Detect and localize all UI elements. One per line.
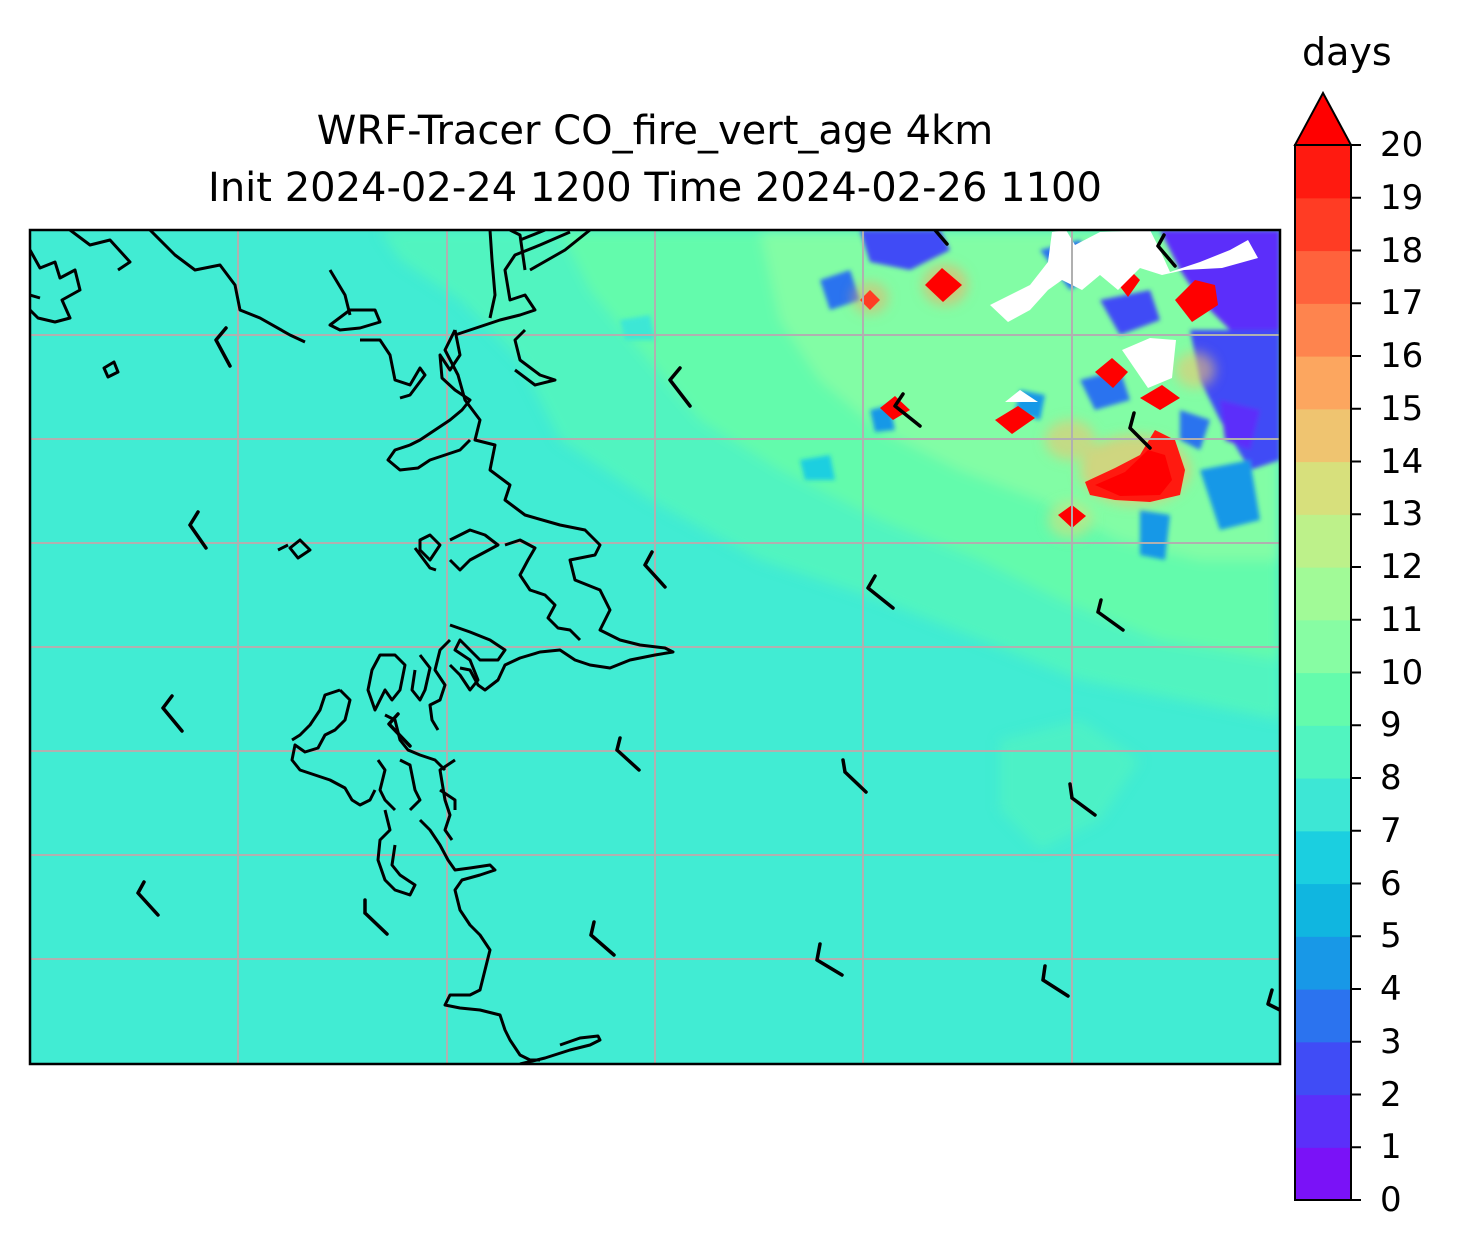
colorbar-tick-label: 19: [1380, 177, 1424, 218]
colorbar-tick-label: 10: [1380, 652, 1424, 693]
colorbar-tick-label: 17: [1380, 283, 1424, 324]
colorbar-segment: [1295, 303, 1351, 357]
colorbar-segment: [1295, 408, 1351, 463]
map-frame: [28, 228, 1282, 1066]
colorbar-tick-label: 15: [1380, 388, 1424, 429]
colorbar-segment: [1295, 567, 1351, 621]
colorbar-segment: [1295, 619, 1351, 674]
colorbar-segment: [1295, 250, 1351, 304]
age-field-missing: [990, 230, 1258, 402]
colorbar: [1293, 90, 1361, 1201]
colorbar-segment: [1295, 1041, 1351, 1096]
colorbar-segment: [1295, 197, 1351, 252]
colorbar-tick-label: 12: [1380, 547, 1424, 587]
colorbar-segment: [1295, 778, 1351, 832]
colorbar-segment: [1295, 145, 1351, 199]
wind-barbs: [136, 230, 1280, 1012]
map-title-line1: WRF-Tracer CO_fire_vert_age 4km: [316, 108, 994, 154]
colorbar-tick-label: 2: [1380, 1074, 1402, 1115]
map-title-line2: Init 2024-02-24 1200 Time 2024-02-26 110…: [208, 165, 1102, 211]
map-panel: [30, 230, 1280, 1064]
colorbar-segment: [1295, 514, 1351, 568]
colorbar-extend-arrow: [1293, 90, 1353, 146]
colorbar-tick-label: 1: [1380, 1127, 1402, 1168]
colorbar-tick-label: 8: [1380, 758, 1402, 798]
colorbar-tick-label: 9: [1380, 705, 1402, 746]
coastlines: [30, 230, 675, 1064]
colorbar-segment: [1295, 461, 1351, 515]
colorbar-tick-label: 16: [1380, 336, 1424, 376]
colorbar-segment: [1295, 936, 1351, 990]
colorbar-segment: [1295, 989, 1351, 1043]
map-gridlines: [30, 230, 1280, 1064]
colorbar-segment: [1295, 1094, 1351, 1148]
colorbar-tick-label: 7: [1380, 810, 1402, 851]
colorbar-tick-label: 20: [1380, 125, 1424, 165]
colorbar-segment: [1295, 356, 1351, 410]
colorbar-tick-label: 18: [1380, 230, 1424, 271]
colorbar-segment: [1295, 672, 1351, 726]
colorbar-tick-label: 0: [1380, 1180, 1402, 1220]
colorbar-tick-label: 11: [1380, 599, 1424, 640]
colorbar-unit-label: days: [1302, 30, 1392, 74]
colorbar-tick-label: 5: [1380, 916, 1402, 957]
colorbar-segment: [1295, 725, 1351, 779]
colorbar-tick-label: 14: [1380, 441, 1424, 482]
colorbar-tick-label: 4: [1380, 969, 1402, 1009]
colorbar-segment: [1295, 830, 1351, 885]
colorbar-tick-label: 6: [1380, 863, 1402, 904]
colorbar-tick-label: 3: [1380, 1021, 1402, 1062]
colorbar-segment: [1295, 883, 1351, 937]
colorbar-tick-label: 13: [1380, 494, 1424, 535]
colorbar-segment: [1295, 1147, 1351, 1201]
